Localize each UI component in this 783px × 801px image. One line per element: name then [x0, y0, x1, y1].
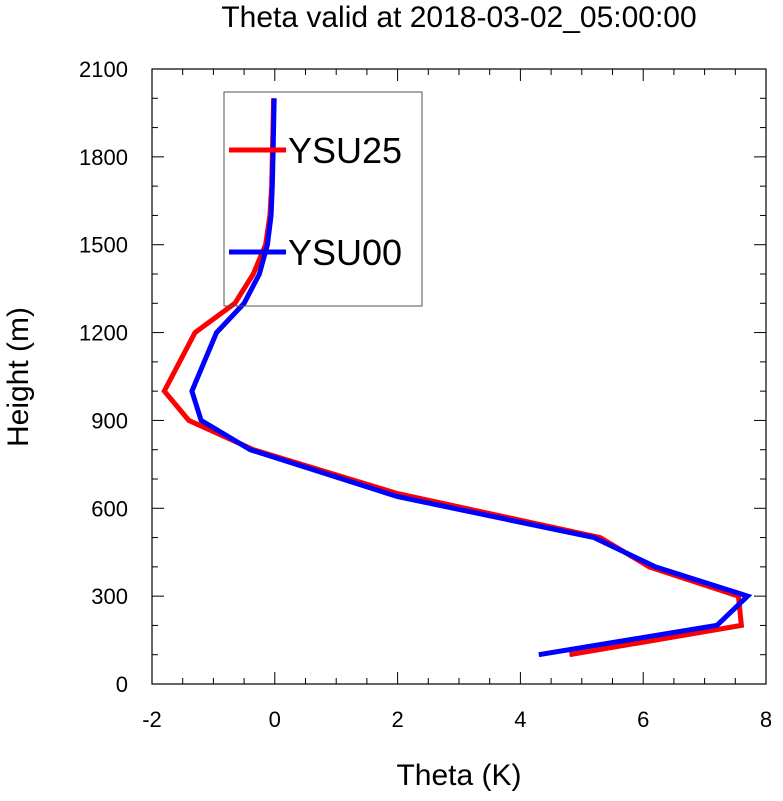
plot-frame: [151, 68, 767, 685]
y-tick-label: 1800: [79, 145, 128, 170]
y-tick-label: 600: [91, 496, 128, 521]
x-tick-label: 8: [760, 707, 772, 732]
chart-title: Theta valid at 2018-03-02_05:00:00: [221, 1, 696, 34]
y-tick-label: 1500: [79, 233, 128, 258]
series-line-ysu00: [189, 98, 753, 658]
x-tick-label: 4: [514, 707, 526, 732]
x-axis-label: Theta (K): [396, 759, 521, 792]
y-tick-label: 900: [91, 408, 128, 433]
y-axis-label: Height (m): [2, 307, 35, 447]
y-tick-label: 0: [116, 672, 128, 697]
legend-box: [223, 91, 423, 307]
x-tick-label: 6: [637, 707, 649, 732]
y-tick-label: 300: [91, 584, 128, 609]
legend-label-ysu00: YSU00: [288, 232, 402, 273]
x-tick-label: 0: [269, 707, 281, 732]
legend-label-ysu25: YSU25: [288, 130, 402, 171]
series-line-ysu25: [161, 98, 745, 658]
x-tick-label: 2: [391, 707, 403, 732]
y-tick-label: 1200: [79, 321, 128, 346]
plot-area: -2 0 2 4 6 8 0 300 600 900 1200 1500 1800 2100 YSU25 YS…: [79, 57, 772, 732]
x-tick-label: -2: [142, 707, 162, 732]
y-tick-label: 2100: [79, 57, 128, 82]
